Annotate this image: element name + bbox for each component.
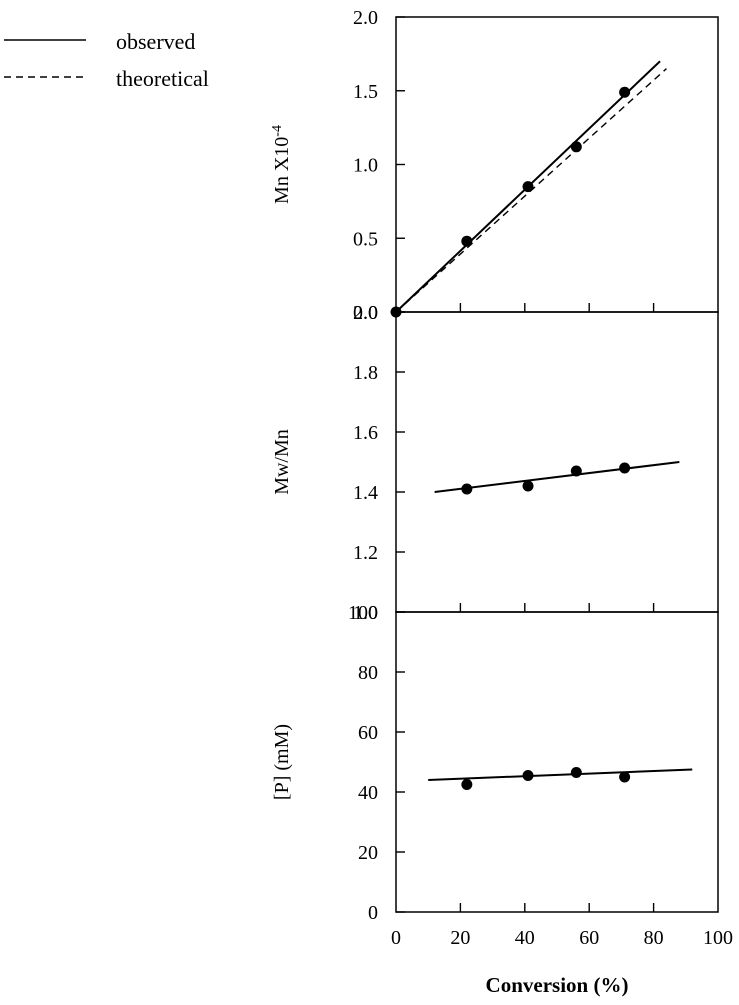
middle-series-line-0 bbox=[434, 461, 680, 493]
bottom-data-point bbox=[570, 767, 582, 778]
top-data-point bbox=[619, 86, 631, 98]
middle-data-point bbox=[570, 465, 582, 477]
top-data-point bbox=[522, 181, 534, 193]
bottom-xtick-label: 20 bbox=[450, 927, 470, 949]
middle-ylabel: Mw/Mn bbox=[271, 429, 293, 495]
x-axis-label: Conversion (%) bbox=[486, 973, 629, 997]
bottom-xtick-label: 0 bbox=[391, 927, 401, 949]
legend-theoretical-label: theoretical bbox=[116, 66, 209, 91]
bottom-series-line-0 bbox=[428, 768, 693, 781]
top-ytick-label: 0.5 bbox=[353, 228, 378, 250]
middle-ytick-label: 1.6 bbox=[353, 422, 378, 444]
bottom-data-point bbox=[461, 779, 473, 790]
top-ytick-label: 0.0 bbox=[353, 302, 378, 324]
legend: observed theoretical bbox=[4, 29, 209, 91]
bottom-ytick-label: 0 bbox=[368, 902, 378, 924]
chart-panels: 0.0 0.5 1.0 1.5 2.0 Mn X10-4 1.0 1.2 1.4 1.6 1.8 2.… bbox=[270, 7, 734, 997]
bottom-plot-frame bbox=[395, 611, 719, 913]
top-ytick-label: 2.0 bbox=[353, 7, 378, 29]
middle-ytick-label: 1.2 bbox=[353, 542, 378, 564]
bottom-ytick-label: 40 bbox=[358, 782, 378, 804]
top-ylabel: Mn X10-4 bbox=[270, 125, 294, 204]
top-data-point bbox=[570, 141, 582, 153]
bottom-ylabel: [P] (mM) bbox=[271, 724, 293, 800]
middle-plot-frame bbox=[395, 311, 719, 613]
legend-observed-label: observed bbox=[116, 29, 195, 54]
middle-ytick-label: 2.0 bbox=[353, 302, 378, 324]
middle-ytick-label: 1.4 bbox=[353, 482, 378, 504]
top-data-point bbox=[461, 235, 473, 247]
top-ylabel-exponent: -4 bbox=[270, 125, 285, 137]
bottom-xtick-label: 100 bbox=[703, 927, 733, 949]
middle-data-point bbox=[522, 480, 534, 492]
bottom-ytick-label: 60 bbox=[358, 722, 378, 744]
bottom-data-point bbox=[619, 771, 631, 783]
bottom-xtick-label: 60 bbox=[579, 927, 599, 949]
middle-data-point bbox=[619, 462, 631, 474]
top-ytick-label: 1.5 bbox=[353, 81, 378, 103]
bottom-ytick-label: 20 bbox=[358, 842, 378, 864]
middle-ytick-label: 1.0 bbox=[353, 602, 378, 624]
top-ytick-label: 1.0 bbox=[353, 155, 378, 177]
bottom-ytick-label: 80 bbox=[358, 662, 378, 684]
bottom-xtick-label: 40 bbox=[515, 927, 535, 949]
bottom-data-point bbox=[522, 770, 534, 781]
bottom-ytick-label: 100 bbox=[348, 602, 378, 624]
middle-data-point bbox=[461, 483, 473, 495]
bottom-xtick-label: 80 bbox=[644, 927, 664, 949]
middle-ytick-label: 1.8 bbox=[353, 362, 378, 384]
